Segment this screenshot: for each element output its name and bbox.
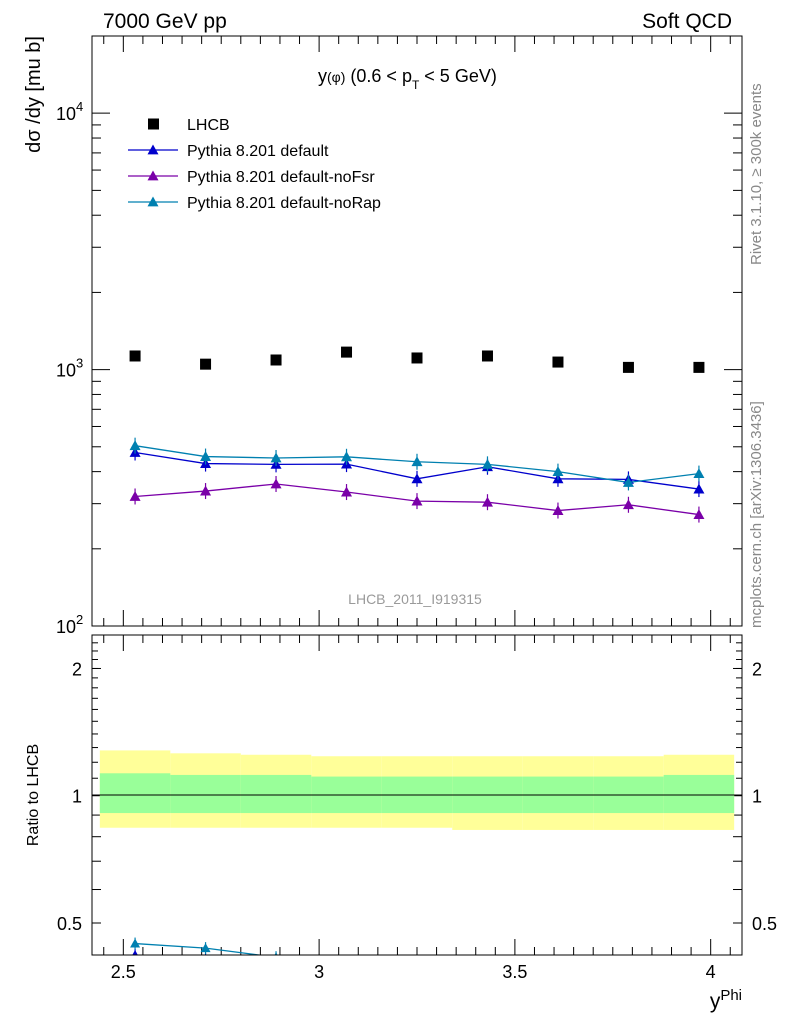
- series-marker-2: [270, 478, 282, 489]
- legend-marker: [147, 196, 159, 207]
- series-marker-3: [270, 452, 282, 463]
- lhcb-data-point: [341, 346, 353, 358]
- series-marker-3: [411, 456, 423, 467]
- ratio-marker-0: [623, 973, 633, 982]
- lhcb-data-point: [693, 361, 705, 373]
- bottom-y-tick-label: 1: [72, 787, 82, 807]
- bottom-y-tick-label: 1: [752, 787, 762, 807]
- analysis-watermark: LHCB_2011_I919315: [348, 591, 482, 607]
- ratio-line-2: [135, 942, 265, 955]
- top-y-tick-label: 102: [56, 612, 83, 637]
- ratio-marker-2: [482, 968, 492, 977]
- series-marker-1: [693, 483, 705, 494]
- series-marker-2: [622, 499, 634, 510]
- series-marker-2: [481, 496, 493, 507]
- bottom-y-tick-label: 0.5: [57, 914, 82, 934]
- bottom-x-tick-label: 2.5: [111, 962, 136, 982]
- series-marker-2: [552, 505, 564, 515]
- lhcb-data-point: [552, 356, 564, 368]
- mcplots-label: mcplots.cern.ch [arXiv:1306.3436]: [748, 401, 765, 628]
- series-marker-3: [552, 466, 564, 477]
- bottom-y-axis-title: Ratio to LHCB: [25, 744, 42, 846]
- legend-marker: [147, 144, 159, 155]
- series-marker-3: [341, 451, 353, 462]
- x-axis-title: yPhi: [710, 987, 742, 1013]
- legend-label: Pythia 8.201 default: [187, 143, 329, 160]
- series-marker-3: [622, 476, 634, 487]
- green-band-segment: [170, 774, 241, 814]
- bottom-y-tick-label: 2: [72, 659, 82, 679]
- legend-label: LHCB: [187, 117, 230, 134]
- bottom-x-tick-label: 3: [314, 962, 324, 982]
- ratio-marker-1: [271, 994, 281, 1003]
- ratio-marker-0: [482, 973, 492, 982]
- ratio-marker-2: [412, 964, 422, 973]
- lhcb-data-point: [411, 352, 423, 364]
- ratio-marker-0: [271, 964, 281, 973]
- ratio-marker-0: [205, 954, 206, 955]
- series-marker-3: [481, 458, 493, 469]
- top-y-tick-label: 104: [56, 99, 83, 124]
- green-band-segment: [240, 774, 312, 814]
- lhcb-data-point: [481, 350, 493, 362]
- lhcb-data-point: [622, 361, 634, 373]
- top-y-tick-label: 103: [56, 356, 83, 381]
- ratio-marker-2: [694, 964, 704, 973]
- bottom-x-tick-label: 3.5: [502, 962, 527, 982]
- legend-marker: [147, 170, 159, 181]
- ratio-line-0: [135, 954, 146, 955]
- top-series: [129, 346, 705, 523]
- bottom-plot-frame: [91, 634, 743, 956]
- ratio-line-1: [135, 999, 699, 1024]
- series-marker-3: [200, 451, 212, 461]
- ratio-marker-2: [623, 978, 633, 987]
- header-left: 7000 GeV pp: [103, 10, 227, 33]
- series-marker-1: [411, 473, 423, 484]
- plot-title: y(φ) (0.6 < pT < 5 GeV): [318, 66, 497, 92]
- ratio-marker-0: [132, 950, 138, 955]
- lhcb-data-point: [270, 354, 282, 366]
- bottom-x-tick-label: 4: [706, 962, 716, 982]
- ratio-marker-0: [342, 973, 352, 982]
- ratio-marker-2: [274, 952, 278, 955]
- ratio-series: [130, 937, 704, 1024]
- ratio-marker-0: [694, 989, 704, 998]
- green-band-segment: [663, 774, 735, 814]
- bottom-y-tick-label: 2: [752, 659, 762, 679]
- ratio-marker-0: [553, 983, 563, 992]
- uncertainty-bands: [99, 750, 735, 830]
- bottom-y-tick-label: 0.5: [752, 914, 777, 934]
- series-marker-3: [693, 468, 705, 478]
- ratio-marker-1: [201, 1000, 211, 1009]
- legend: LHCB Pythia 8.201 default Pythia 8.201 def…: [128, 117, 381, 212]
- ratio-marker-0: [412, 989, 422, 998]
- rivet-version-label: Rivet 3.1.10, ≥ 300k events: [748, 83, 765, 265]
- bottom-axis-ticks: 2.5 3 3.5 4 0.5 0.5 1 1 2 2: [57, 635, 777, 982]
- ratio-marker-2: [130, 938, 141, 948]
- lhcb-data-point: [129, 350, 141, 362]
- series-marker-2: [411, 495, 423, 506]
- legend-label: Pythia 8.201 default-noRap: [187, 195, 381, 212]
- ratio-marker-2: [200, 943, 211, 953]
- top-plot-frame: [91, 35, 743, 627]
- series-marker-2: [129, 490, 141, 501]
- series-marker-3: [129, 440, 141, 451]
- series-marker-2: [200, 485, 212, 496]
- top-y-axis-title: dσ /dy [mu b]: [23, 36, 45, 153]
- ratio-marker-1: [623, 1018, 633, 1024]
- green-band-segment: [99, 773, 171, 814]
- legend-label: Pythia 8.201 default-noFsr: [187, 169, 375, 186]
- lhcb-data-point: [200, 358, 212, 370]
- header-right: Soft QCD: [642, 10, 732, 33]
- ratio-marker-2: [342, 964, 352, 973]
- ratio-marker-2: [553, 973, 563, 982]
- legend-marker-lhcb: [148, 118, 159, 130]
- series-marker-2: [693, 509, 705, 519]
- series-marker-2: [341, 486, 353, 497]
